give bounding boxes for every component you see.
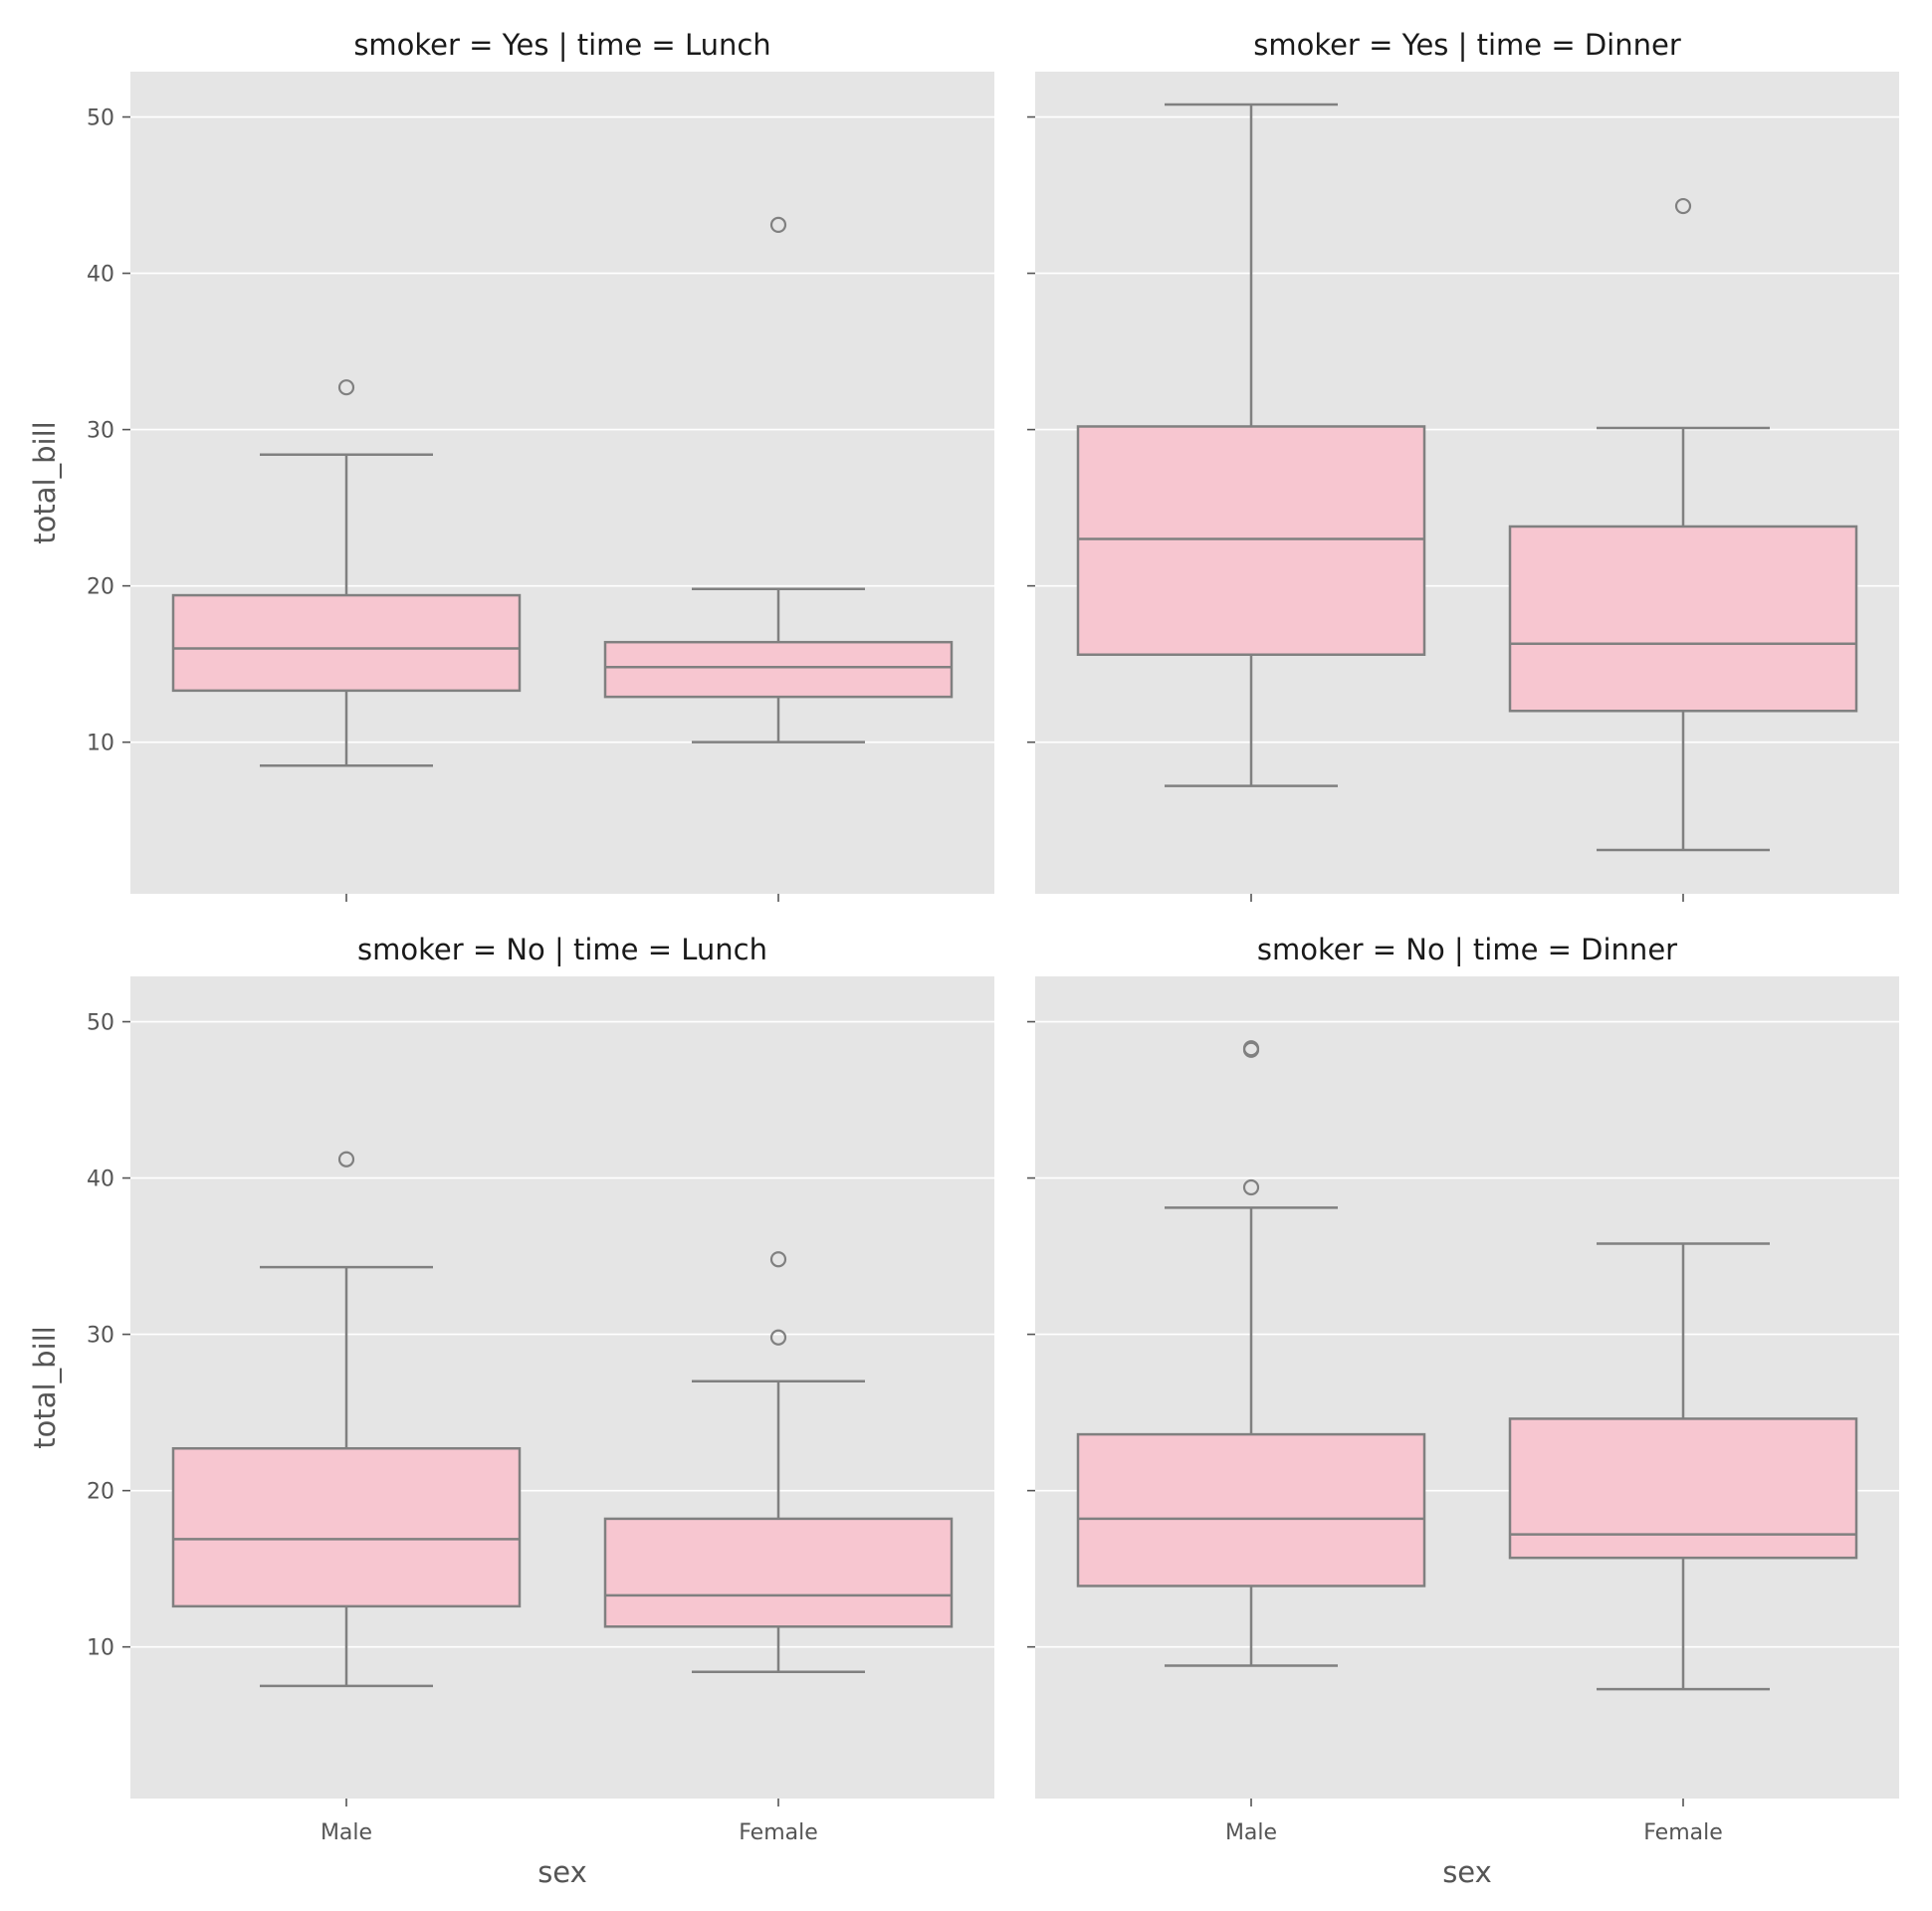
y-axis-label: total_bill <box>28 421 62 543</box>
panel-smoker-yes-dinner: smoker = Yes | time = Dinner <box>1027 28 1899 902</box>
box-female <box>1508 1242 1858 1691</box>
x-axis-ticks <box>345 1799 779 1806</box>
box-female <box>603 216 954 743</box>
y-axis-ticks <box>122 1020 130 1648</box>
box-female <box>1508 197 1858 852</box>
panel-title: smoker = Yes | time = Lunch <box>353 28 770 62</box>
iqr-box <box>1076 1432 1426 1588</box>
panel-title: smoker = No | time = Lunch <box>357 933 767 966</box>
panel-smoker-no-lunch: 10 20 30 40 50 Male Female smoker = No |… <box>28 933 994 1889</box>
y-axis-tick-labels: 10 20 30 40 50 <box>87 1011 114 1661</box>
box-female <box>603 1251 954 1674</box>
x-axis-tick-labels: Male Female <box>1225 1820 1723 1845</box>
x-tick-label-male: Male <box>321 1820 372 1845</box>
y-tick-label: 50 <box>87 106 114 131</box>
iqr-box <box>1076 425 1426 656</box>
outlier-point <box>1242 1040 1260 1057</box>
panel-smoker-yes-lunch: 10 20 30 40 50 smoker = Yes | time = Lun… <box>28 28 994 902</box>
y-tick-label: 40 <box>87 1168 114 1192</box>
box-male <box>1076 1040 1426 1667</box>
iqr-box <box>1508 525 1858 713</box>
y-tick-label: 40 <box>87 263 114 288</box>
x-axis-ticks <box>1250 894 1684 902</box>
y-tick-label: 10 <box>87 1636 114 1661</box>
outlier-point <box>1674 197 1692 215</box>
iqr-box <box>171 593 522 693</box>
y-axis-ticks <box>122 115 130 743</box>
panel-background <box>130 72 994 894</box>
iqr-box <box>603 640 954 699</box>
panel-title: smoker = No | time = Dinner <box>1257 933 1677 966</box>
iqr-box <box>603 1517 954 1628</box>
panel-title: smoker = Yes | time = Dinner <box>1253 28 1681 62</box>
outlier-point <box>337 1151 355 1168</box>
box-male <box>171 379 522 767</box>
x-axis-label: sex <box>1442 1855 1492 1889</box>
y-axis-ticks <box>1027 115 1035 743</box>
panel-background <box>1035 976 1899 1799</box>
x-tick-label-female: Female <box>1643 1820 1723 1845</box>
box-group <box>171 1151 954 1688</box>
outlier-point <box>769 1251 787 1268</box>
iqr-box <box>1508 1417 1858 1560</box>
outlier-point <box>1242 1178 1260 1196</box>
panel-background <box>130 976 994 1799</box>
box-male <box>1076 103 1426 787</box>
panel-smoker-no-dinner: Male Female smoker = No | time = Dinner … <box>1027 933 1899 1889</box>
box-male <box>171 1151 522 1688</box>
gridlines <box>1035 115 1899 743</box>
box-group <box>171 216 954 767</box>
y-tick-label: 20 <box>87 575 114 600</box>
x-tick-label-female: Female <box>739 1820 818 1845</box>
outlier-point <box>337 379 355 396</box>
iqr-box <box>171 1446 522 1608</box>
gridlines <box>130 1020 994 1648</box>
x-tick-label-male: Male <box>1225 1820 1277 1845</box>
outlier-point <box>769 216 787 233</box>
outlier-point <box>769 1329 787 1346</box>
y-tick-label: 20 <box>87 1480 114 1505</box>
x-axis-ticks <box>345 894 779 902</box>
x-axis-tick-labels: Male Female <box>321 1820 818 1845</box>
y-tick-label: 50 <box>87 1011 114 1036</box>
y-tick-label: 30 <box>87 1324 114 1349</box>
x-axis-ticks <box>1250 1799 1684 1806</box>
y-tick-label: 10 <box>87 732 114 756</box>
y-axis-label: total_bill <box>28 1326 62 1448</box>
x-axis-label: sex <box>537 1855 587 1889</box>
box-group <box>1076 1040 1858 1691</box>
box-group <box>1076 103 1858 852</box>
y-axis-tick-labels: 10 20 30 40 50 <box>87 106 114 756</box>
y-axis-ticks <box>1027 1020 1035 1648</box>
y-tick-label: 30 <box>87 419 114 444</box>
